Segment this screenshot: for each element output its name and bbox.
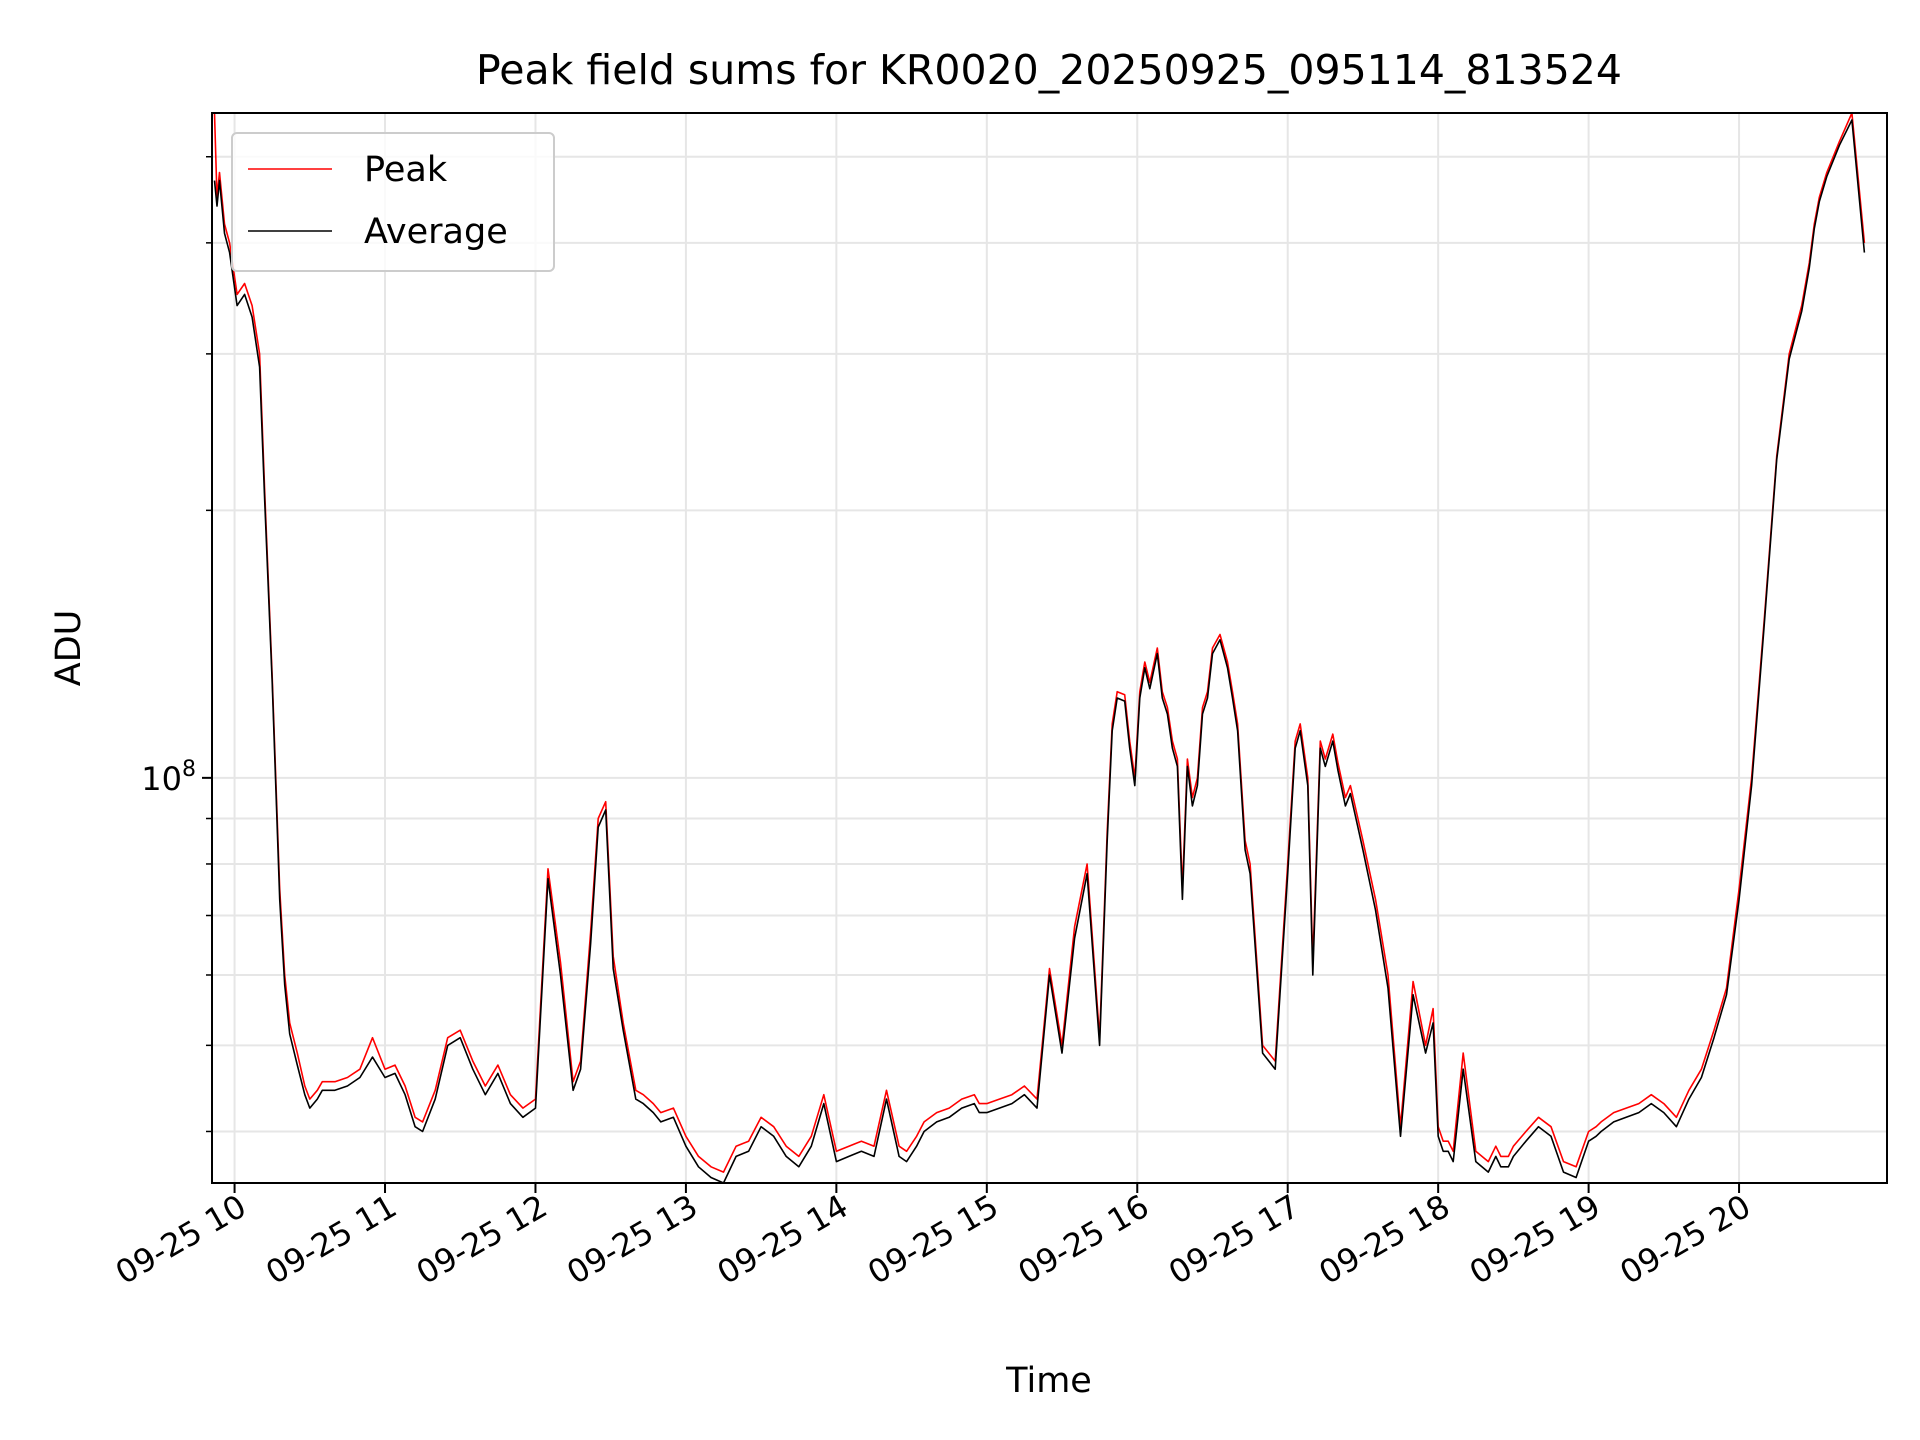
plot-frame	[211, 112, 1888, 1184]
series-line-average	[213, 119, 1866, 1183]
series-line-peak	[213, 113, 1866, 1173]
y-axis-ticks: 108	[141, 155, 212, 1133]
legend: Peak Average	[231, 132, 555, 272]
x-axis-label: Time	[1005, 1361, 1092, 1401]
plot-area	[213, 113, 1866, 1183]
legend-average-label: Average	[364, 212, 508, 252]
grid	[212, 113, 1887, 1183]
y-tick-label: 108	[141, 757, 196, 798]
y-axis-label: ADU	[49, 610, 89, 687]
legend-box	[231, 132, 555, 272]
legend-peak-label: Peak	[364, 150, 448, 190]
chart-title: Peak field sums for KR0020_20250925_0951…	[476, 46, 1622, 94]
